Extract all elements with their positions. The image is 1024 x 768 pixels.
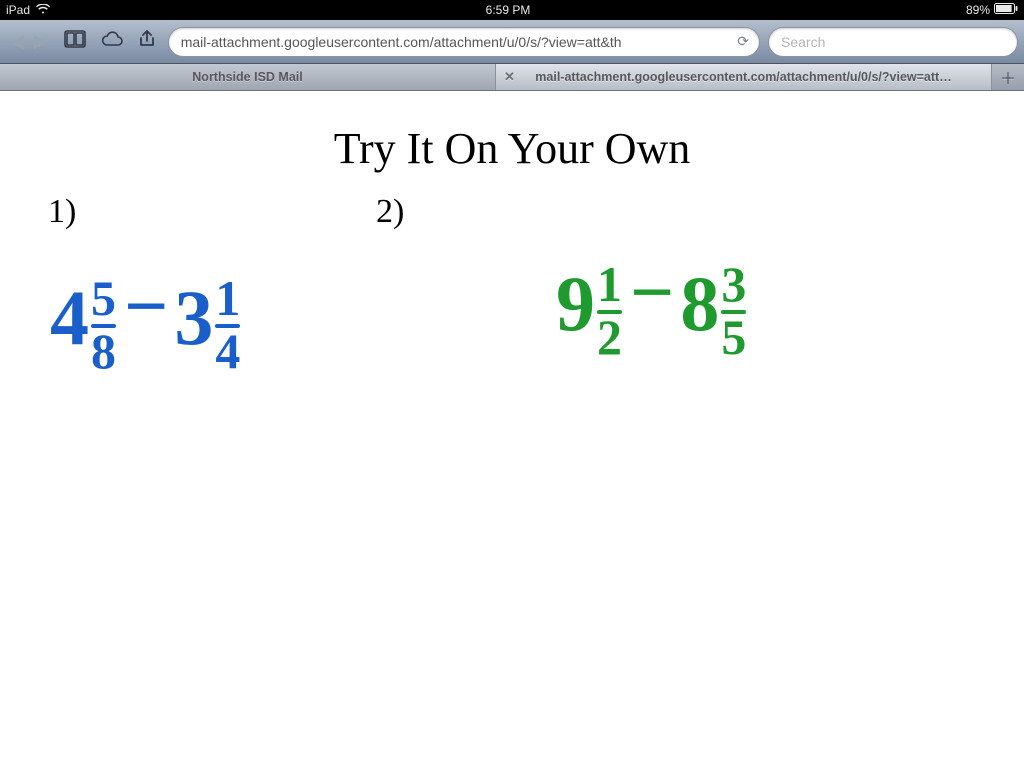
search-placeholder: Search — [781, 34, 825, 50]
question-2-label: 2) — [376, 193, 404, 231]
tab-inactive[interactable]: Northside ISD Mail — [0, 64, 496, 90]
wifi-icon — [36, 3, 50, 17]
problem-2: 912−835 — [556, 259, 748, 361]
problem-1: 458−314 — [50, 273, 242, 375]
tab-active[interactable]: ✕ mail-attachment.googleusercontent.com/… — [496, 64, 992, 90]
tab-label: Northside ISD Mail — [192, 70, 302, 84]
back-button[interactable]: ◀ — [10, 31, 24, 52]
device-label: iPad — [6, 3, 30, 17]
reload-icon[interactable]: ⟳ — [733, 33, 753, 50]
whole-number: 3 — [174, 274, 213, 361]
browser-toolbar: ◀ ▶ mail-attachment.googleusercontent.co… — [0, 20, 1024, 64]
forward-button[interactable]: ▶ — [34, 31, 48, 52]
close-icon[interactable]: ✕ — [504, 69, 515, 85]
new-tab-button[interactable]: ＋ — [992, 64, 1024, 90]
search-input[interactable]: Search — [768, 27, 1018, 57]
tab-label: mail-attachment.googleusercontent.com/at… — [535, 70, 951, 84]
whole-number: 8 — [680, 260, 719, 347]
status-bar: iPad 6:59 PM 89% — [0, 0, 1024, 20]
cloud-icon[interactable] — [100, 31, 124, 52]
page-content: Try It On Your Own 1) 2) 458−314 912−835 — [0, 91, 1024, 768]
whole-number: 9 — [556, 260, 595, 347]
battery-pct: 89% — [966, 3, 990, 17]
question-1-label: 1) — [48, 193, 76, 231]
clock: 6:59 PM — [50, 3, 966, 17]
share-icon[interactable] — [138, 30, 156, 53]
url-text: mail-attachment.googleusercontent.com/at… — [181, 34, 734, 50]
bookmarks-icon[interactable] — [64, 30, 86, 53]
url-bar[interactable]: mail-attachment.googleusercontent.com/at… — [168, 27, 760, 57]
page-title: Try It On Your Own — [0, 123, 1024, 174]
battery-icon — [994, 3, 1018, 17]
tab-bar: Northside ISD Mail ✕ mail-attachment.goo… — [0, 64, 1024, 91]
whole-number: 4 — [50, 274, 89, 361]
